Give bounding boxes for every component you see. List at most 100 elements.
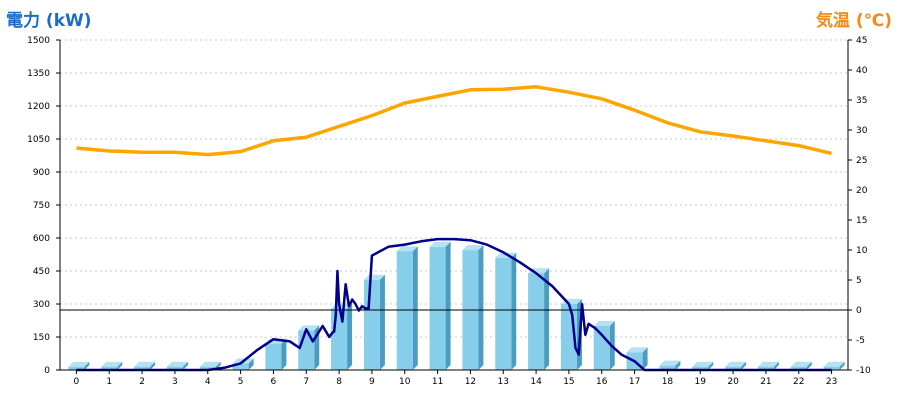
bar-side xyxy=(281,338,287,370)
bar-side xyxy=(806,361,812,370)
bar xyxy=(101,366,118,370)
bar-top xyxy=(166,361,188,367)
bar-top xyxy=(396,246,418,252)
bar xyxy=(725,366,742,370)
right-tick-label: 5 xyxy=(856,276,862,286)
bar-top xyxy=(725,361,747,367)
left-tick-label: 300 xyxy=(33,300,50,310)
series-lines xyxy=(76,85,832,372)
x-tick-label: 13 xyxy=(498,377,509,387)
bar-side xyxy=(150,361,156,370)
bar-side xyxy=(741,361,747,370)
bar-top xyxy=(429,241,451,247)
bar-side xyxy=(511,252,517,370)
bar-top xyxy=(199,361,221,367)
tick-labels: 01503004506007509001050120013501500-10-5… xyxy=(27,36,871,387)
x-tick-label: 21 xyxy=(760,377,771,387)
right-tick-label: 45 xyxy=(856,36,867,46)
bar-top xyxy=(462,245,484,251)
right-tick-label: 15 xyxy=(856,216,867,226)
x-tick-label: 7 xyxy=(303,377,309,387)
grid-lines xyxy=(60,39,848,338)
x-tick-label: 20 xyxy=(727,377,739,387)
bar xyxy=(134,366,151,370)
right-axis-title: 気温 (℃) xyxy=(815,11,892,31)
x-tick-label: 2 xyxy=(139,377,145,387)
left-tick-label: 750 xyxy=(33,201,50,211)
bar xyxy=(757,366,774,370)
right-tick-label: 25 xyxy=(856,156,867,166)
bar xyxy=(363,279,380,370)
x-tick-label: 18 xyxy=(662,377,674,387)
x-tick-label: 10 xyxy=(399,377,411,387)
x-tick-label: 19 xyxy=(695,377,707,387)
bar-top xyxy=(626,347,648,353)
x-tick-label: 4 xyxy=(205,377,211,387)
x-tick-label: 17 xyxy=(629,377,640,387)
left-tick-label: 1200 xyxy=(27,102,50,112)
left-tick-label: 600 xyxy=(33,234,50,244)
bar-top xyxy=(363,274,385,280)
x-tick-label: 23 xyxy=(826,377,837,387)
right-tick-label: -5 xyxy=(856,336,865,346)
power-bars xyxy=(68,241,845,370)
bar-top xyxy=(134,361,156,367)
x-tick-label: 5 xyxy=(238,377,244,387)
bar-top xyxy=(659,360,681,366)
bar-side xyxy=(84,361,90,370)
bar-top xyxy=(68,361,90,367)
bar-side xyxy=(708,361,714,370)
left-tick-label: 1500 xyxy=(27,36,50,46)
x-tick-label: 22 xyxy=(793,377,804,387)
bar-side xyxy=(347,303,353,370)
bar xyxy=(68,366,85,370)
bar-side xyxy=(478,245,484,370)
left-tick-label: 1350 xyxy=(27,69,50,79)
bar-side xyxy=(642,347,648,370)
right-tick-label: 35 xyxy=(856,96,867,106)
left-tick-label: 450 xyxy=(33,267,50,277)
axes xyxy=(56,39,852,374)
right-tick-label: 40 xyxy=(856,66,868,76)
bar-side xyxy=(182,361,188,370)
bar xyxy=(232,363,249,370)
left-tick-label: 0 xyxy=(44,366,50,376)
left-tick-label: 1050 xyxy=(27,135,50,145)
bar-top xyxy=(101,361,123,367)
bar xyxy=(396,251,413,370)
bar-top xyxy=(298,325,320,331)
bar-top xyxy=(757,361,779,367)
power-line xyxy=(76,237,832,372)
left-tick-label: 150 xyxy=(33,333,50,343)
x-tick-label: 16 xyxy=(596,377,608,387)
bar xyxy=(166,366,183,370)
x-tick-label: 9 xyxy=(369,377,375,387)
x-tick-label: 0 xyxy=(74,377,80,387)
bar xyxy=(528,273,545,370)
bar-side xyxy=(544,268,550,370)
bar xyxy=(692,366,709,370)
x-tick-label: 6 xyxy=(271,377,277,387)
bar-side xyxy=(379,274,385,370)
bar xyxy=(659,365,676,370)
bar-side xyxy=(117,361,123,370)
x-tick-label: 14 xyxy=(530,377,542,387)
right-tick-label: 30 xyxy=(856,126,868,136)
bar xyxy=(593,326,610,370)
left-tick-label: 900 xyxy=(33,168,50,178)
bar-top xyxy=(790,361,812,367)
bar-side xyxy=(839,361,845,370)
x-tick-label: 1 xyxy=(106,377,112,387)
x-tick-label: 11 xyxy=(432,377,443,387)
bar xyxy=(495,257,512,370)
bar-top xyxy=(692,361,714,367)
right-tick-label: 10 xyxy=(856,246,868,256)
x-tick-label: 12 xyxy=(465,377,476,387)
bar xyxy=(199,366,216,370)
bar xyxy=(823,366,840,370)
x-tick-label: 8 xyxy=(336,377,342,387)
bar-side xyxy=(445,241,451,370)
temperature-line xyxy=(76,85,832,157)
right-tick-label: 20 xyxy=(856,186,868,196)
